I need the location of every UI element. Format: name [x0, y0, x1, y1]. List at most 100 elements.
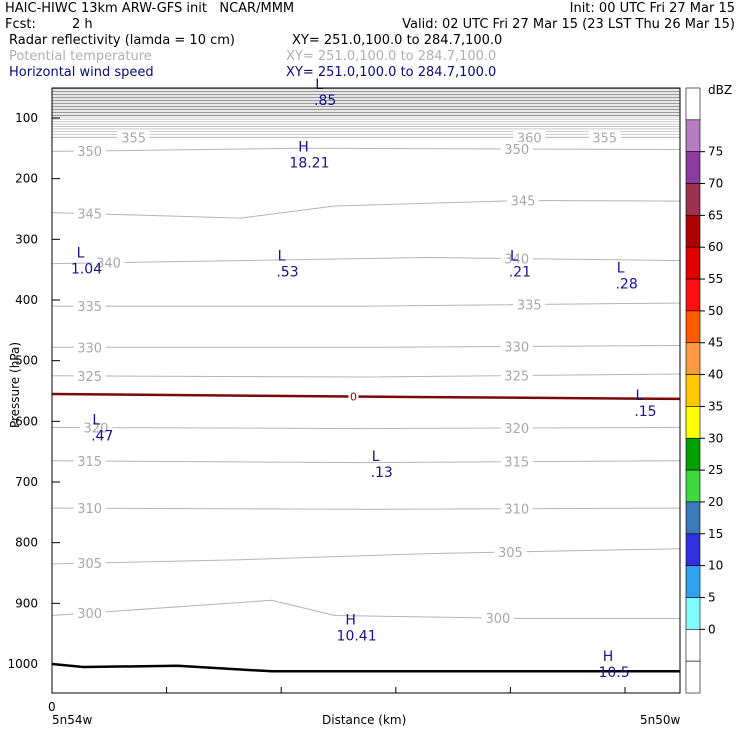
colorbar-swatch [685, 501, 701, 535]
colorbar-label: 70 [708, 177, 723, 191]
wind-extremum-L: L [617, 261, 625, 277]
wind-extremum-L: L [315, 77, 323, 93]
header-title: HAIC-HIWC 13km ARW-GFS init NCAR/MMM [5, 1, 295, 16]
colorbar-swatch [685, 278, 701, 312]
wind-extremum-value: .21 [509, 265, 531, 281]
isentrope-label-bg [500, 339, 533, 354]
y-tick-label: 900 [15, 596, 38, 610]
colorbar-unit: dBZ [708, 83, 732, 97]
isentrope-label-bg [500, 454, 533, 469]
wind-extremum-L: L [372, 449, 380, 465]
isentrope-label-bg [500, 368, 533, 383]
isentrope-label-bg [500, 501, 533, 516]
x-left-label: 5n54w [52, 713, 93, 727]
upper-stratosphere-band [52, 88, 680, 118]
isentrope-label: 305 [498, 546, 523, 561]
colorbar-label: 50 [708, 304, 723, 318]
isentrope-label: 300 [485, 612, 510, 627]
colorbar-swatch [685, 119, 701, 152]
isentrope-label-bg [500, 421, 533, 436]
colorbar-swatch [685, 151, 701, 184]
isentrope-310 [51, 507, 681, 510]
isentrope-label: 305 [77, 557, 102, 572]
wind-extremum-value: 1.04 [71, 262, 102, 278]
isentrope-label: 325 [504, 370, 529, 385]
colorbar-swatch [685, 533, 701, 566]
y-tick-label: 200 [15, 172, 38, 186]
isentrope-label: 345 [511, 195, 536, 210]
colorbar-swatch [685, 310, 701, 344]
colorbar-swatch [685, 437, 701, 471]
isentrope-label-bg [513, 130, 546, 145]
colorbar-label: 15 [708, 527, 723, 541]
colorbar-swatch [685, 246, 701, 280]
colorbar-label: 75 [708, 145, 723, 159]
header-fcst-label: Fcst: [5, 17, 36, 32]
isentrope-label-bg [73, 299, 106, 314]
field3-name: Horizontal wind speed [9, 65, 154, 80]
wind-extremum-H: H [603, 649, 614, 665]
isentrope-label-bg [117, 130, 150, 145]
colorbar-label: 35 [708, 399, 723, 413]
isentrope-label-bg [73, 556, 106, 571]
isentrope-label-bg [500, 142, 533, 157]
isentrope-label-bg [73, 143, 106, 158]
isentrope-label-bg [494, 545, 527, 560]
isentrope-label-bg [73, 340, 106, 355]
y-tick-label: 300 [15, 232, 38, 246]
isentrope-325 [51, 373, 681, 378]
colorbar-swatch [685, 469, 701, 503]
wind-extremum-value: 18.21 [289, 155, 329, 171]
colorbar-swatch [685, 565, 701, 598]
isentrope-label: 355 [121, 131, 146, 146]
isentrope-label: 350 [77, 145, 102, 160]
freezing-level-line [51, 392, 681, 401]
y-tick-label: 800 [15, 536, 38, 550]
wind-extremum-value: .53 [276, 265, 298, 281]
isentrope-345 [51, 199, 681, 219]
wind-extremum-value: 10.41 [337, 629, 377, 645]
isentrope-label: 335 [517, 298, 542, 313]
isentrope-label: 320 [84, 422, 109, 437]
isentrope-label-bg [73, 453, 106, 468]
isentrope-330 [52, 345, 681, 348]
plot-frame [51, 87, 681, 694]
wind-extremum-H: H [345, 613, 356, 629]
field1-name: Radar reflectivity (lamda = 10 cm) [9, 33, 235, 48]
field3-xy: XY= 251.0,100.0 to 284.7,100.0 [286, 65, 497, 80]
header-valid: Valid: 02 UTC Fri 27 Mar 15 (23 LST Thu … [402, 17, 735, 32]
isentrope-305 [51, 548, 681, 565]
isentrope-label: 330 [77, 341, 102, 356]
colorbar-swatch [685, 597, 701, 630]
isentrope-340 [51, 256, 681, 265]
colorbar-label: 40 [708, 368, 723, 382]
y-tick-label: 500 [15, 354, 38, 368]
isentrope-label: 300 [77, 607, 102, 622]
field2-name: Potential temperature [9, 49, 152, 64]
isentrope-300 [51, 599, 680, 619]
wind-extremum-value: .85 [314, 93, 336, 109]
colorbar-swatch [685, 374, 701, 407]
colorbar-label: 20 [708, 495, 723, 509]
x-axis-label: Distance (km) [322, 713, 407, 727]
field2-xy: XY= 251.0,100.0 to 284.7,100.0 [286, 49, 497, 64]
isentrope-315 [51, 460, 681, 464]
y-tick-label: 600 [15, 414, 38, 428]
wind-extremum-value: .15 [634, 404, 656, 420]
wind-extremum-H: H [298, 139, 309, 155]
wind-extremum-value: .13 [371, 465, 393, 481]
colorbar-swatch [685, 342, 701, 375]
isentrope-label: 350 [504, 143, 529, 158]
x-start-tick: 0 [48, 700, 56, 714]
isentrope-label-bg [73, 501, 106, 516]
isentrope-label-bg [79, 420, 112, 435]
colorbar-label: 45 [708, 336, 723, 350]
isentrope-350 [51, 147, 681, 152]
isentrope-label-bg [500, 251, 533, 266]
isentrope-label-bg [92, 255, 125, 270]
colorbar-swatch [685, 406, 701, 439]
wind-extremum-L: L [77, 246, 85, 262]
colorbar-label: 5 [708, 590, 716, 604]
freezing-level-label: 0 [350, 390, 357, 403]
y-tick-label: 400 [15, 293, 38, 307]
